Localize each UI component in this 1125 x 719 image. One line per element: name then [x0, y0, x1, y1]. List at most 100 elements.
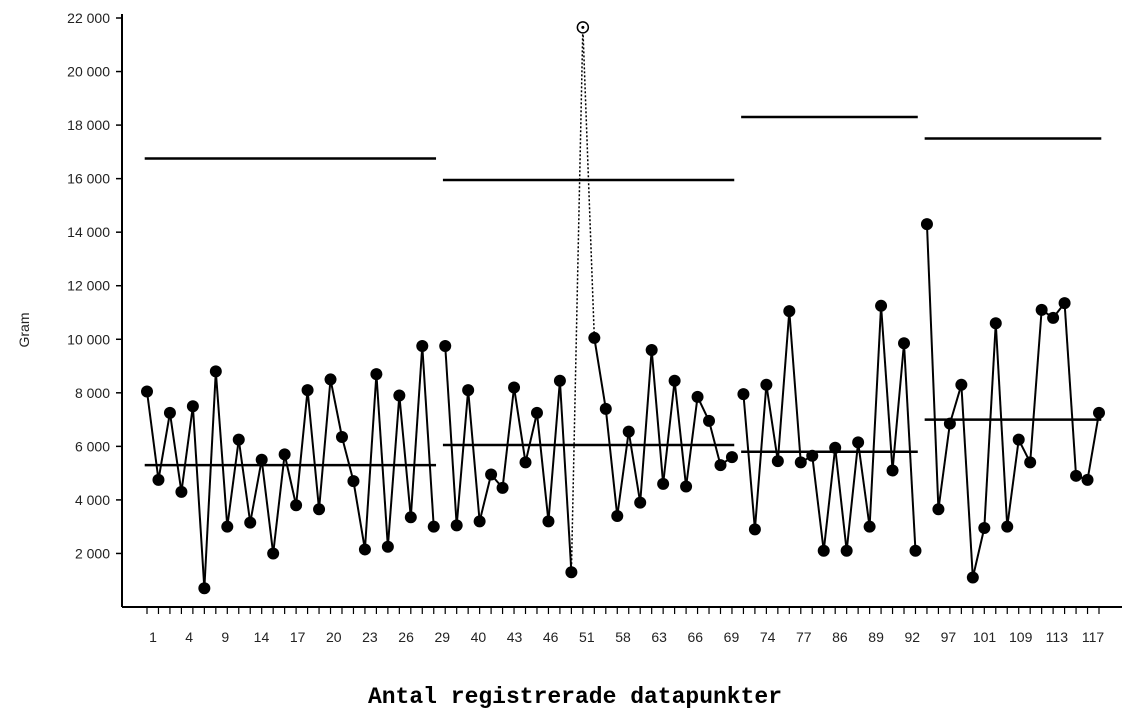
data-point	[141, 385, 153, 398]
series-connector	[650, 349, 665, 484]
series-connector	[180, 406, 194, 493]
data-point	[565, 566, 578, 579]
data-point	[794, 456, 807, 469]
series-connector	[662, 380, 676, 484]
data-point	[920, 218, 933, 231]
data-point	[783, 305, 796, 318]
series-connector	[627, 431, 642, 503]
series-connector	[237, 439, 252, 523]
data-point	[829, 441, 842, 454]
series-connector	[329, 379, 343, 438]
data-point	[267, 547, 280, 560]
series-connector	[157, 412, 171, 480]
data-point	[290, 499, 303, 512]
x-tick-label: 43	[507, 629, 523, 645]
y-tick-label: 4 000	[75, 492, 110, 508]
series-connector	[685, 396, 699, 487]
data-point	[978, 522, 991, 535]
data-point	[427, 520, 440, 533]
series-connector	[547, 380, 561, 522]
data-point	[989, 317, 1002, 330]
data-point	[668, 374, 681, 387]
x-tick-label: 101	[973, 629, 997, 645]
data-point	[943, 417, 956, 430]
series-connector	[398, 395, 412, 518]
y-tick-label: 10 000	[67, 331, 110, 347]
x-tick-label: 109	[1009, 629, 1033, 645]
series-connector	[983, 323, 997, 529]
data-point	[886, 464, 899, 477]
series-connector	[272, 454, 286, 554]
data-point	[680, 480, 693, 493]
series-connector	[845, 442, 860, 551]
series-connector	[834, 447, 848, 551]
data-point	[335, 430, 348, 443]
series-connector	[249, 459, 263, 523]
y-tick-label: 6 000	[75, 438, 110, 454]
data-point	[370, 368, 383, 381]
x-tick-label: 1	[149, 629, 157, 645]
y-tick-label: 8 000	[75, 385, 110, 401]
data-point	[955, 378, 968, 391]
data-point	[909, 544, 922, 557]
series-connector	[822, 447, 837, 551]
data-point	[611, 509, 624, 522]
data-point	[416, 339, 429, 352]
y-axis-label: Gram	[16, 313, 32, 348]
segment-4	[920, 137, 1105, 584]
x-tick-label: 46	[543, 629, 559, 645]
series-connector	[168, 412, 183, 493]
x-tick-label: 17	[290, 629, 306, 645]
data-point	[232, 433, 245, 446]
data-point	[508, 381, 521, 394]
series-connector	[1063, 303, 1078, 476]
data-point	[714, 459, 727, 472]
y-tick-label: 20 000	[67, 64, 110, 80]
series-connector	[742, 394, 756, 530]
data-point	[657, 477, 670, 490]
data-point	[703, 414, 716, 427]
x-tick-label: 89	[868, 629, 884, 645]
plot-area	[141, 21, 1105, 595]
y-axis: 2 000 4 000 6 000 8 000 10 000 12 000 14 000 16…	[67, 10, 123, 607]
x-tick-label: 117	[1082, 629, 1105, 645]
series-connector	[409, 345, 424, 518]
series-connector	[203, 371, 217, 589]
data-point	[863, 520, 876, 533]
x-tick-label: 92	[904, 629, 920, 645]
data-point	[381, 540, 394, 553]
series-connector	[260, 459, 275, 554]
data-point	[898, 337, 911, 350]
segment-3	[737, 115, 922, 557]
data-point	[1012, 433, 1025, 446]
series-connector	[948, 384, 963, 424]
data-point	[1070, 469, 1083, 482]
series-connector	[903, 343, 917, 551]
series-connector	[363, 374, 378, 550]
series-connector	[880, 305, 894, 471]
data-point	[152, 473, 165, 486]
segment-2	[439, 21, 738, 579]
x-tick-label: 20	[326, 629, 342, 645]
series-connector	[513, 387, 527, 463]
data-point	[645, 343, 658, 356]
series-connector	[811, 455, 825, 551]
series-connector	[421, 345, 435, 527]
data-point	[313, 503, 326, 516]
data-point	[278, 448, 291, 461]
series-connector	[318, 379, 332, 510]
data-point	[932, 503, 945, 516]
data-point	[255, 453, 268, 466]
x-tick-label: 4	[185, 629, 193, 645]
data-point	[599, 402, 612, 415]
data-point	[1081, 473, 1094, 486]
series-connector	[386, 395, 401, 547]
data-point	[198, 582, 211, 595]
series-connector	[467, 390, 481, 522]
data-point	[852, 436, 865, 449]
series-connector	[535, 412, 550, 522]
x-tick-label: 40	[471, 629, 487, 645]
data-point	[806, 449, 819, 462]
series-connector	[295, 390, 309, 506]
